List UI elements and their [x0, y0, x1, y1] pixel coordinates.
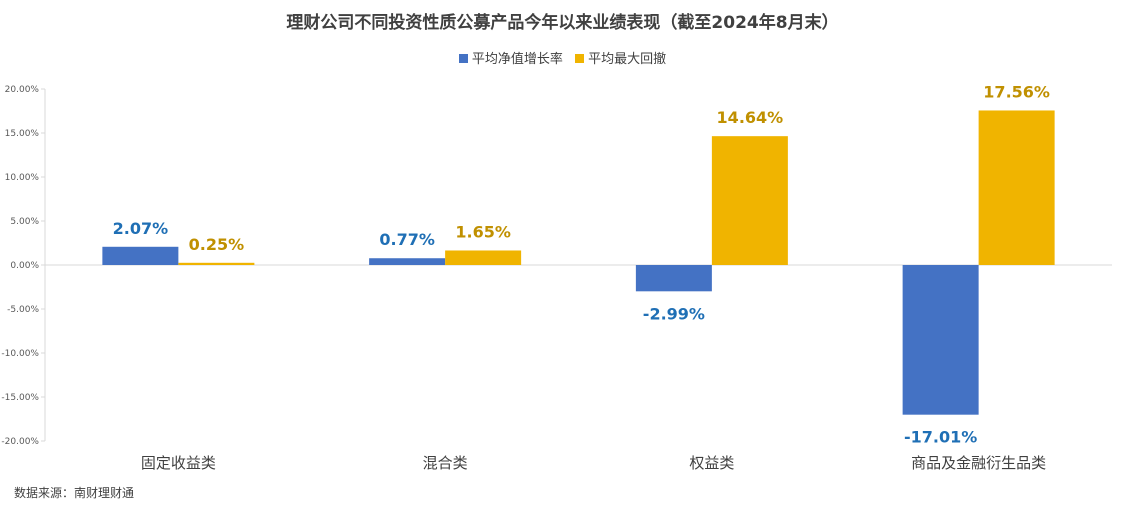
data-label: 14.64%	[717, 108, 784, 127]
bar-1-1	[102, 246, 179, 265]
data-label: 17.56%	[983, 82, 1050, 101]
x-category-label: 权益类	[689, 454, 734, 472]
bar-1-4	[902, 265, 979, 415]
legend-label-series2: 平均最大回撤	[588, 52, 667, 67]
bar-2-4	[978, 110, 1055, 265]
chart-title: 理财公司不同投资性质公募产品今年以来业绩表现（截至2024年8月末）	[286, 13, 839, 33]
bar-2-3	[711, 136, 788, 265]
legend: 平均净值增长率 平均最大回撤	[0, 48, 1125, 67]
y-tick-label: 15.00%	[5, 129, 40, 139]
y-tick-label: -15.00%	[1, 393, 39, 403]
bar-1-3	[635, 265, 712, 292]
legend-item-series1: 平均净值增长率	[458, 48, 563, 67]
bar-2-2	[445, 250, 522, 265]
data-label: -17.01%	[904, 428, 977, 447]
y-tick-label: -20.00%	[1, 437, 39, 447]
bar-1-2	[369, 258, 446, 265]
x-category-label: 商品及金融衍生品类	[911, 454, 1046, 472]
legend-swatch-series2	[575, 54, 585, 63]
y-tick-label: 20.00%	[5, 85, 40, 95]
x-category-label: 固定收益类	[141, 454, 216, 472]
legend-label-series1: 平均净值增长率	[471, 52, 563, 67]
data-label: 2.07%	[113, 219, 169, 238]
legend-swatch-series1	[458, 54, 468, 63]
y-tick-label: -10.00%	[1, 349, 39, 359]
data-label: 0.25%	[189, 235, 245, 254]
y-tick-label: 10.00%	[5, 173, 40, 183]
y-tick-label: 0.00%	[10, 261, 39, 271]
x-category-label: 混合类	[423, 454, 468, 472]
y-tick-label: 5.00%	[10, 217, 39, 227]
source-note: 数据来源：南财理财通	[14, 486, 135, 500]
data-label: -2.99%	[643, 304, 705, 323]
bar-2-1	[178, 262, 255, 265]
data-label: 0.77%	[379, 230, 435, 249]
y-tick-label: -5.00%	[7, 305, 39, 315]
data-label: 1.65%	[455, 222, 511, 241]
legend-item-series2: 平均最大回撤	[575, 48, 666, 67]
